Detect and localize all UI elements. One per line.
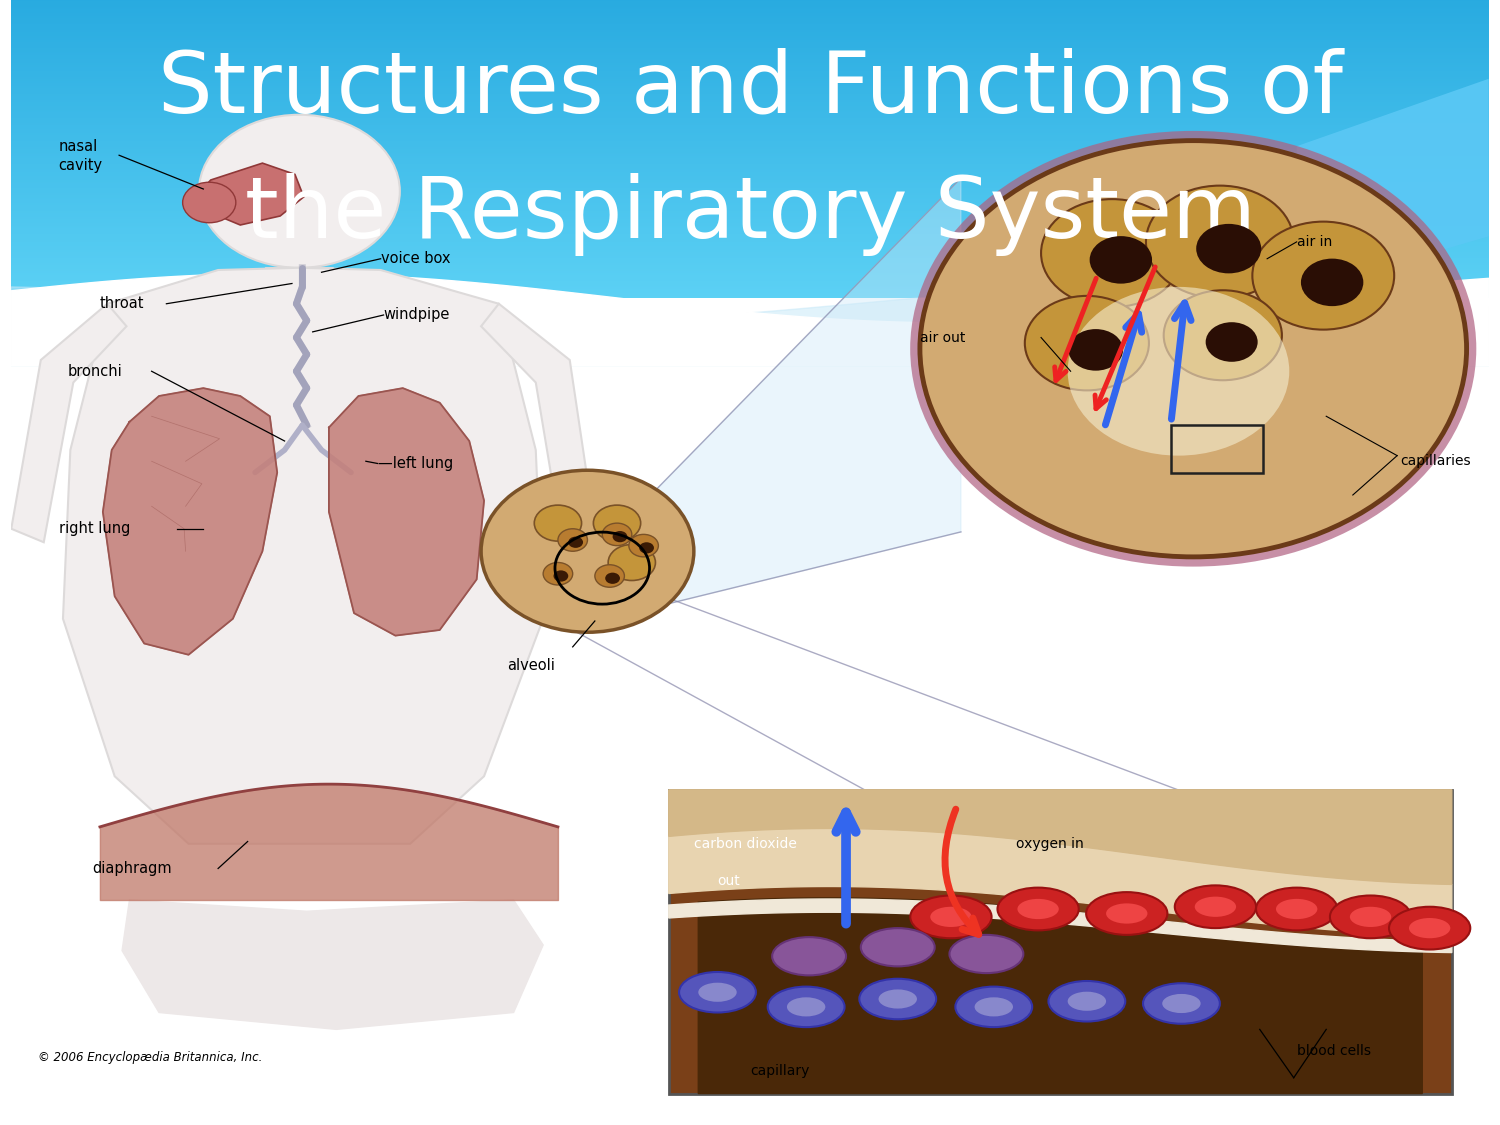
Ellipse shape — [1106, 903, 1148, 924]
Circle shape — [628, 534, 658, 557]
Circle shape — [602, 523, 632, 546]
Text: out: out — [717, 874, 740, 888]
Polygon shape — [669, 899, 1452, 953]
Circle shape — [534, 505, 582, 541]
Polygon shape — [651, 178, 962, 608]
Circle shape — [568, 537, 584, 548]
Text: cavity: cavity — [58, 158, 102, 173]
Polygon shape — [699, 898, 1422, 1094]
Circle shape — [604, 573, 619, 584]
Circle shape — [543, 562, 573, 585]
Circle shape — [1252, 222, 1394, 330]
Text: Structures and Functions of: Structures and Functions of — [158, 48, 1342, 130]
Ellipse shape — [956, 987, 1032, 1027]
Text: air out: air out — [920, 331, 966, 344]
Ellipse shape — [1048, 981, 1125, 1022]
Ellipse shape — [788, 997, 825, 1017]
Text: voice box: voice box — [381, 251, 450, 267]
Circle shape — [594, 505, 640, 541]
Text: nasal: nasal — [58, 138, 98, 154]
Ellipse shape — [859, 979, 936, 1019]
Polygon shape — [669, 790, 1452, 884]
Text: capillary: capillary — [750, 1064, 808, 1078]
Ellipse shape — [1389, 907, 1470, 949]
Text: © 2006 Encyclopædia Britannica, Inc.: © 2006 Encyclopædia Britannica, Inc. — [38, 1051, 262, 1064]
Ellipse shape — [1194, 897, 1236, 917]
Ellipse shape — [1350, 907, 1390, 927]
Polygon shape — [12, 304, 126, 542]
Ellipse shape — [879, 990, 916, 1008]
Ellipse shape — [950, 935, 1023, 973]
Ellipse shape — [1330, 896, 1412, 938]
Polygon shape — [201, 163, 304, 225]
Ellipse shape — [1162, 994, 1200, 1012]
Text: carbon dioxide: carbon dioxide — [694, 837, 796, 852]
Ellipse shape — [1174, 885, 1256, 928]
Circle shape — [1068, 330, 1124, 370]
Text: blood cells: blood cells — [1296, 1044, 1371, 1058]
Ellipse shape — [975, 997, 1012, 1017]
Ellipse shape — [1143, 983, 1220, 1024]
Circle shape — [1041, 199, 1184, 307]
Polygon shape — [122, 900, 543, 1029]
Ellipse shape — [1408, 918, 1450, 938]
Ellipse shape — [1086, 892, 1167, 935]
Polygon shape — [482, 304, 596, 542]
Circle shape — [1300, 259, 1364, 306]
Polygon shape — [12, 273, 1490, 366]
Circle shape — [1089, 236, 1152, 284]
Polygon shape — [63, 268, 543, 844]
Polygon shape — [266, 268, 333, 306]
Circle shape — [608, 544, 656, 580]
Circle shape — [1024, 296, 1149, 390]
Ellipse shape — [998, 888, 1078, 930]
Circle shape — [1206, 322, 1257, 362]
Ellipse shape — [1068, 992, 1106, 1010]
Text: air in: air in — [1296, 235, 1332, 249]
Text: diaphragm: diaphragm — [93, 861, 172, 876]
Circle shape — [639, 542, 654, 554]
Ellipse shape — [768, 987, 844, 1027]
Text: right lung: right lung — [58, 521, 130, 537]
Ellipse shape — [699, 983, 736, 1001]
Circle shape — [1196, 224, 1262, 273]
Ellipse shape — [680, 972, 756, 1012]
Text: alveoli: alveoli — [507, 658, 555, 673]
Ellipse shape — [1017, 899, 1059, 919]
Text: —left lung: —left lung — [378, 456, 453, 471]
Ellipse shape — [1256, 888, 1338, 930]
Circle shape — [554, 570, 568, 582]
Polygon shape — [328, 388, 484, 636]
Circle shape — [183, 182, 236, 223]
Circle shape — [1164, 290, 1282, 380]
Bar — [12, 298, 1490, 1125]
Circle shape — [596, 565, 624, 587]
Text: bronchi: bronchi — [68, 363, 122, 379]
Circle shape — [612, 531, 627, 542]
Text: capillaries: capillaries — [1400, 455, 1470, 468]
Text: throat: throat — [100, 296, 144, 312]
Polygon shape — [669, 828, 1452, 936]
Text: the Respiratory System: the Respiratory System — [244, 173, 1256, 256]
Ellipse shape — [910, 896, 992, 938]
Polygon shape — [104, 388, 278, 655]
Ellipse shape — [1276, 899, 1317, 919]
Circle shape — [558, 529, 588, 551]
Bar — [669, 790, 1452, 1094]
Ellipse shape — [861, 928, 934, 966]
Text: oxygen in: oxygen in — [1016, 837, 1083, 852]
Polygon shape — [12, 287, 1490, 366]
Text: windpipe: windpipe — [384, 307, 450, 323]
Polygon shape — [1296, 79, 1490, 292]
Circle shape — [1068, 287, 1290, 456]
Bar — [1172, 425, 1263, 472]
Circle shape — [1146, 186, 1293, 298]
Ellipse shape — [772, 937, 846, 975]
Ellipse shape — [930, 907, 972, 927]
Circle shape — [482, 470, 694, 632]
Circle shape — [920, 141, 1467, 557]
Circle shape — [200, 115, 400, 268]
